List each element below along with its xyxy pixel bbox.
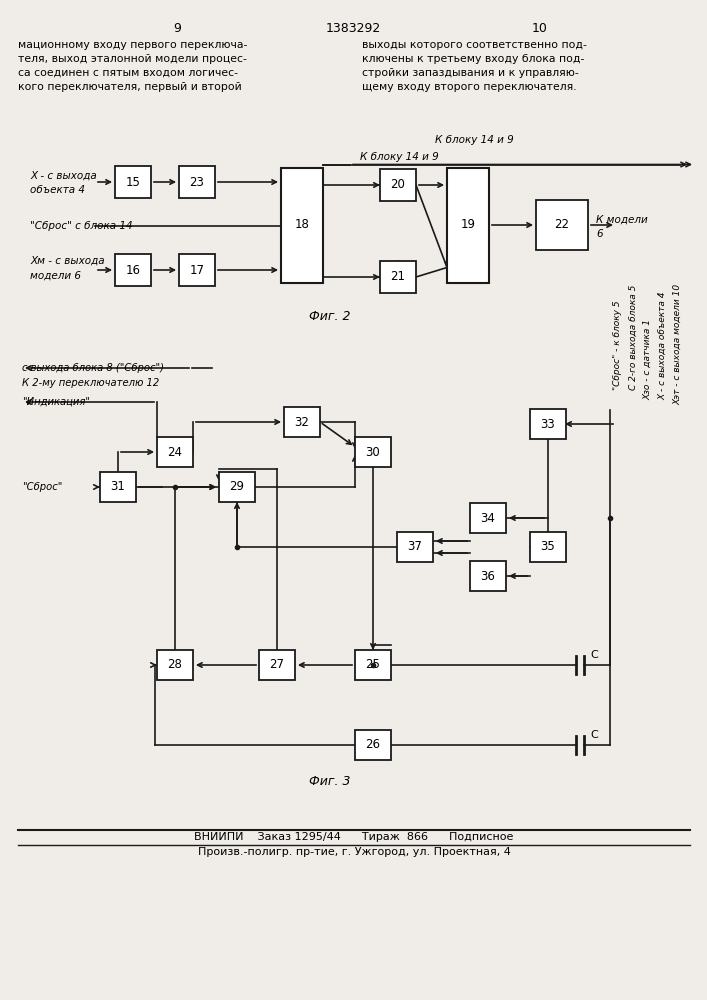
Bar [355, 437, 391, 467]
Bar [397, 532, 433, 562]
Text: К 2-му переключателю 12: К 2-му переключателю 12 [22, 378, 159, 388]
Text: 16: 16 [126, 263, 141, 276]
Text: 33: 33 [541, 418, 556, 430]
Bar [530, 409, 566, 439]
Text: 21: 21 [390, 270, 406, 284]
Text: 19: 19 [460, 219, 476, 232]
Text: Хзо - с датчика 1: Хзо - с датчика 1 [643, 319, 653, 400]
Bar [157, 650, 193, 680]
Text: 36: 36 [481, 570, 496, 582]
Bar [447, 167, 489, 282]
Text: модели 6: модели 6 [30, 271, 81, 281]
Bar [115, 166, 151, 198]
Text: 9: 9 [173, 22, 181, 35]
Text: К модели: К модели [596, 215, 648, 225]
Text: 17: 17 [189, 263, 204, 276]
Text: 20: 20 [390, 178, 405, 192]
Bar [115, 254, 151, 286]
Text: "Сброс" - к блоку 5: "Сброс" - к блоку 5 [614, 300, 622, 390]
Bar [355, 650, 391, 680]
Text: Хэт - с выхода модели 10: Хэт - с выхода модели 10 [674, 284, 682, 405]
Text: 10: 10 [532, 22, 548, 35]
Text: Фиг. 3: Фиг. 3 [309, 775, 351, 788]
Text: С 2-го выхода блока 5: С 2-го выхода блока 5 [629, 285, 638, 390]
Bar [470, 503, 506, 533]
Bar [470, 561, 506, 591]
Bar [536, 200, 588, 250]
Text: К блоку 14 и 9: К блоку 14 и 9 [360, 151, 439, 161]
Text: 25: 25 [366, 658, 380, 672]
Bar [179, 254, 215, 286]
Text: 28: 28 [168, 658, 182, 672]
Text: 37: 37 [407, 540, 423, 554]
Text: 15: 15 [126, 176, 141, 188]
Text: 27: 27 [269, 658, 284, 672]
Text: ВНИИПИ    Заказ 1295/44      Тираж  866      Подписное: ВНИИПИ Заказ 1295/44 Тираж 866 Подписное [194, 832, 514, 842]
Text: 18: 18 [295, 219, 310, 232]
Bar [157, 437, 193, 467]
Text: 6: 6 [596, 229, 602, 239]
Text: 31: 31 [110, 481, 125, 493]
Text: Х - с выхода: Х - с выхода [30, 171, 97, 181]
Text: C: C [590, 650, 598, 660]
Text: 23: 23 [189, 176, 204, 188]
Text: выходы которого соответственно под-
ключены к третьему входу блока под-
стройки : выходы которого соответственно под- ключ… [362, 40, 587, 92]
Bar [284, 407, 320, 437]
Bar [530, 532, 566, 562]
Bar [259, 650, 295, 680]
Text: 35: 35 [541, 540, 556, 554]
Bar [355, 730, 391, 760]
Bar [380, 169, 416, 201]
Bar [380, 261, 416, 293]
Text: К блоку 14 и 9: К блоку 14 и 9 [435, 135, 514, 145]
Text: Произв.-полигр. пр-тие, г. Ужгород, ул. Проектная, 4: Произв.-полигр. пр-тие, г. Ужгород, ул. … [197, 847, 510, 857]
Text: 29: 29 [230, 481, 245, 493]
Text: 32: 32 [295, 416, 310, 428]
Text: 34: 34 [481, 512, 496, 524]
Text: "Сброс" с блока 14: "Сброс" с блока 14 [30, 221, 133, 231]
Text: 30: 30 [366, 446, 380, 458]
Text: с выхода блока 8 ("Сброс"): с выхода блока 8 ("Сброс") [22, 363, 164, 373]
Text: Хм - с выхода: Хм - с выхода [30, 256, 105, 266]
Text: объекта 4: объекта 4 [30, 185, 85, 195]
Bar [100, 472, 136, 502]
Text: C: C [590, 730, 598, 740]
Text: "Индикация": "Индикация" [22, 397, 90, 407]
Bar [281, 167, 323, 282]
Text: 22: 22 [554, 219, 570, 232]
Text: 24: 24 [168, 446, 182, 458]
Text: 26: 26 [366, 738, 380, 752]
Text: "Сброс": "Сброс" [22, 482, 62, 492]
Text: 1383292: 1383292 [325, 22, 380, 35]
Text: Фиг. 2: Фиг. 2 [309, 310, 351, 323]
Bar [179, 166, 215, 198]
Text: Х - с выхода объекта 4: Х - с выхода объекта 4 [658, 292, 667, 400]
Bar [219, 472, 255, 502]
Text: мационному входу первого переключа-
теля, выход эталонной модели процес-
са соед: мационному входу первого переключа- теля… [18, 40, 247, 92]
